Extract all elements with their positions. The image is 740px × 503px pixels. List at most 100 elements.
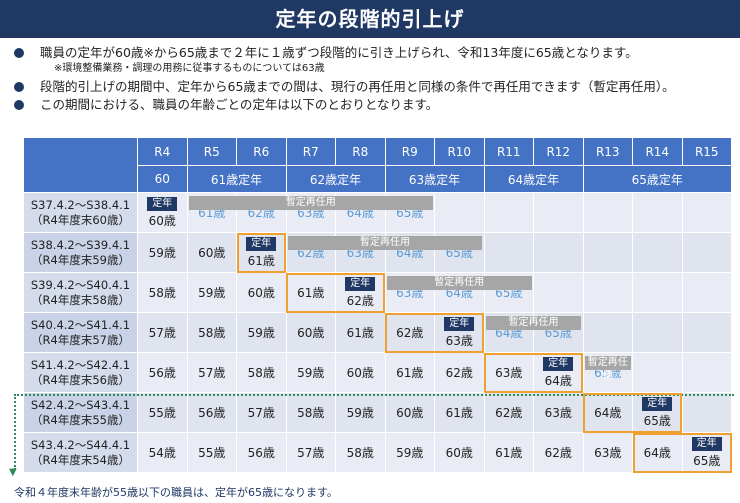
retirement-badge: 定年 xyxy=(345,277,376,291)
divider-dotted xyxy=(14,394,734,396)
page-title: 定年の段階的引上げ xyxy=(275,7,465,31)
age-cell xyxy=(582,312,633,353)
age-value: 59歳 xyxy=(198,285,226,300)
retire-age-header: 64歳定年 xyxy=(483,165,584,193)
age-value: 61歳 xyxy=(297,285,325,300)
age-cell: 56歳 xyxy=(236,432,287,473)
year-header: R12 xyxy=(533,137,584,166)
birth-range-label: S43.4.2～S44.4.1 （R4年度末54歳） xyxy=(23,432,138,473)
age-cell: 59歳 xyxy=(335,392,386,433)
age-cell xyxy=(681,272,732,313)
age-cell xyxy=(533,192,584,233)
age-value: 65歳 xyxy=(693,454,721,468)
age-at-r4-end: （R4年度末55歳） xyxy=(31,412,130,427)
age-cell xyxy=(533,272,584,313)
age-at-r4-end: （R4年度末57歳） xyxy=(31,332,130,347)
birth-range-label: S41.4.2～S42.4.1 （R4年度末56歳） xyxy=(23,352,138,393)
divider-dotted-vertical xyxy=(14,394,16,470)
birth-range-label: S38.4.2～S39.4.1 （R4年度末59歳） xyxy=(23,232,138,273)
birth-range-label: S40.4.2～S41.4.1 （R4年度末57歳） xyxy=(23,312,138,353)
age-value: 54歳 xyxy=(148,445,176,460)
birth-range: S38.4.2～S39.4.1 xyxy=(30,237,131,252)
age-cell: 60歳 xyxy=(335,352,386,393)
bullet-text: 段階的引上げの期間中、定年から65歳までの間は、現行の再任用と同様の条件で再任用… xyxy=(40,79,675,94)
age-cell: 55歳 xyxy=(186,432,237,473)
table-row: S43.4.2～S44.4.1 （R4年度末54歳） 54歳 55歳 56歳 57歳 58歳… xyxy=(23,432,732,473)
age-cell: 定年 65歳 xyxy=(681,432,732,473)
age-cell xyxy=(681,392,732,433)
bullet-list: 職員の定年が60歳※から65歳まで２年に１歳ずつ段階的に引き上げられ、令和13年… xyxy=(14,44,734,114)
age-cell: 55歳 xyxy=(137,392,188,433)
age-cell: 62歳 xyxy=(483,392,534,433)
age-value: 59歳 xyxy=(297,365,325,380)
bullet-item: この期間における、職員の年齢ごとの定年は以下のとおりとなります。 xyxy=(14,96,734,114)
retirement-badge: 定年 xyxy=(543,357,574,371)
year-header: R6 xyxy=(236,137,287,166)
age-cell: 60歳 xyxy=(236,272,287,313)
age-cell: 60歳 xyxy=(186,232,237,273)
age-cell: 63歳 xyxy=(483,352,534,393)
retirement-badge: 定年 xyxy=(691,437,722,451)
age-cell xyxy=(582,192,633,233)
retire-age-header: 60 xyxy=(137,165,188,193)
retire-age-header: 63歳定年 xyxy=(384,165,485,193)
age-value: 56歳 xyxy=(247,445,275,460)
age-value: 57歳 xyxy=(297,445,325,460)
retire-age-header: 65歳定年 xyxy=(582,165,732,193)
age-cell: 58歳 xyxy=(186,312,237,353)
year-header: R11 xyxy=(483,137,534,166)
age-cell: 59歳 xyxy=(285,352,336,393)
bullet-item: 段階的引上げの期間中、定年から65歳までの間は、現行の再任用と同様の条件で再任用… xyxy=(14,78,734,96)
age-value: 63歳 xyxy=(544,405,572,420)
year-header: R7 xyxy=(285,137,336,166)
year-header: R14 xyxy=(632,137,683,166)
birth-range: S40.4.2～S41.4.1 xyxy=(30,317,131,332)
age-value: 62歳 xyxy=(445,365,473,380)
age-cell: 60歳 xyxy=(434,432,485,473)
age-cell: 56歳 xyxy=(137,352,188,393)
age-cell xyxy=(632,272,683,313)
age-cell xyxy=(681,232,732,273)
age-cell: 定年 64歳 xyxy=(533,352,584,393)
age-cell xyxy=(632,232,683,273)
age-cell: 59歳 xyxy=(137,232,188,273)
provisional-reappointment-bar: 暫定再任用 xyxy=(486,315,581,330)
age-cell: 定年 62歳 xyxy=(335,272,386,313)
age-cell xyxy=(483,232,534,273)
year-header: R15 xyxy=(681,137,732,166)
age-value: 61歳 xyxy=(495,445,523,460)
age-cell: 64歳 xyxy=(582,392,633,433)
birth-range-label: S39.4.2～S40.4.1 （R4年度末58歳） xyxy=(23,272,138,313)
year-header: R5 xyxy=(186,137,237,166)
age-value: 63歳 xyxy=(445,334,473,348)
age-value: 64歳 xyxy=(544,374,572,388)
age-value: 57歳 xyxy=(198,365,226,380)
age-cell xyxy=(483,192,534,233)
retire-age-header: 62歳定年 xyxy=(285,165,386,193)
age-value: 65歳 xyxy=(643,414,671,428)
footnote: ※環境整備業務・調理の用務に従事するものについては63歳 xyxy=(54,63,325,74)
age-value: 64歳 xyxy=(594,405,622,420)
age-value: 59歳 xyxy=(247,325,275,340)
age-value: 58歳 xyxy=(148,285,176,300)
age-cell: 定年 61歳 xyxy=(236,232,287,273)
retirement-highlight-box xyxy=(385,312,484,353)
age-cell: 62歳 xyxy=(434,352,485,393)
year-header: R13 xyxy=(582,137,633,166)
age-value: 60歳 xyxy=(297,325,325,340)
age-cell: 58歳 xyxy=(137,272,188,313)
table-row: S42.4.2～S43.4.1 （R4年度末55歳） 55歳 56歳 57歳 58歳 59歳… xyxy=(23,392,732,433)
age-value: 59歳 xyxy=(346,405,374,420)
age-value: 63歳 xyxy=(495,365,523,380)
provisional-reappointment-bar: 暫定再任用 xyxy=(387,275,532,290)
age-value: 60歳 xyxy=(148,214,176,228)
retirement-highlight-box xyxy=(632,432,732,473)
table-row: S41.4.2～S42.4.1 （R4年度末56歳） 56歳 57歳 58歳 59歳 60歳… xyxy=(23,352,732,393)
age-value: 64歳 xyxy=(643,445,671,460)
age-cell xyxy=(434,192,485,233)
age-cell: 59歳 xyxy=(236,312,287,353)
birth-range: S42.4.2～S43.4.1 xyxy=(30,397,131,412)
bullet-text: 職員の定年が60歳※から65歳まで２年に１歳ずつ段階的に引き上げられ、令和13年… xyxy=(40,45,638,60)
age-value: 60歳 xyxy=(247,285,275,300)
bullet-item: 職員の定年が60歳※から65歳まで２年に１歳ずつ段階的に引き上げられ、令和13年… xyxy=(14,44,734,62)
